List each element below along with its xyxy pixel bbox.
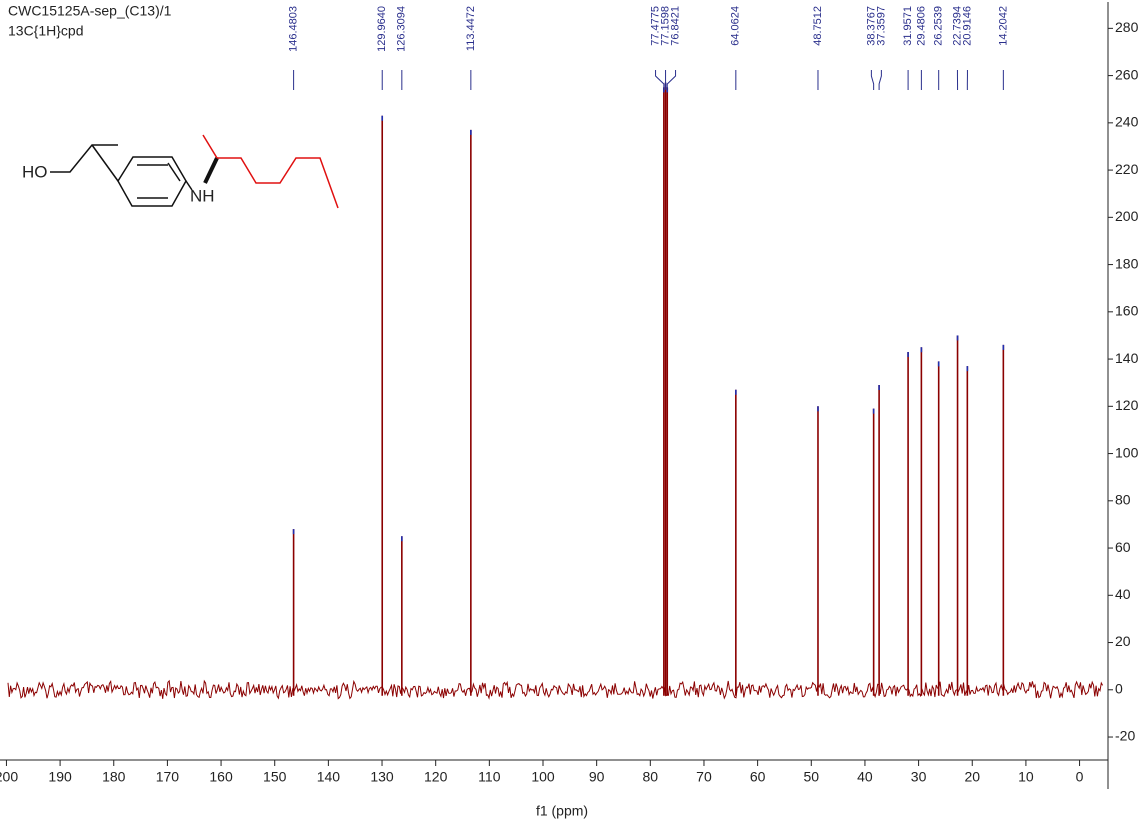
x-tick-label: 30 xyxy=(911,769,927,785)
x-tick-label: 200 xyxy=(0,769,18,785)
y-tick-label: 120 xyxy=(1115,397,1139,413)
peak-label: 37.3597 xyxy=(875,6,887,46)
structure: HO NH xyxy=(22,134,339,209)
x-tick-label: 50 xyxy=(803,769,819,785)
x-tick-label: 100 xyxy=(531,769,555,785)
y-tick-label: 0 xyxy=(1115,680,1123,696)
y-tick-label: 180 xyxy=(1115,255,1139,271)
structure-label: NH xyxy=(190,186,215,205)
x-tick-label: 110 xyxy=(478,769,501,785)
ring xyxy=(117,156,187,207)
x-tick-label: 40 xyxy=(857,769,873,785)
peak-label: 48.7512 xyxy=(812,6,824,46)
bond xyxy=(185,180,193,191)
x-tick-label: 90 xyxy=(589,769,605,785)
y-tick-label: 280 xyxy=(1115,19,1139,35)
chart-subtitle: 13C{1H}cpd xyxy=(8,23,84,39)
y-tick-label: 140 xyxy=(1115,350,1139,366)
y-tick-label: 160 xyxy=(1115,303,1139,319)
bond xyxy=(50,144,118,173)
y-tick-label: 60 xyxy=(1115,539,1131,555)
x-tick-label: 10 xyxy=(1018,769,1034,785)
y-tick-label: 40 xyxy=(1115,586,1131,602)
y-tick-label: -20 xyxy=(1115,728,1135,744)
bond xyxy=(203,157,219,184)
y-tick-label: 100 xyxy=(1115,444,1139,460)
peak-connector xyxy=(666,70,677,90)
peak-connector xyxy=(878,70,882,90)
peak-label: 126.3094 xyxy=(396,6,408,52)
chart-title: CWC15125A-sep_(C13)/1 xyxy=(8,3,172,19)
peak-label: 77.4775 xyxy=(649,6,661,46)
peak-label: 26.2539 xyxy=(933,6,945,46)
chain xyxy=(217,157,339,209)
peak-label: 14.2042 xyxy=(997,6,1009,46)
y-tick-label: 260 xyxy=(1115,66,1139,82)
peak-label: 146.4803 xyxy=(288,6,300,52)
x-tick-label: 150 xyxy=(263,769,287,785)
peak-label: 29.4806 xyxy=(915,6,927,46)
bond xyxy=(202,134,218,159)
x-tick-label: 170 xyxy=(156,769,180,785)
peak-label: 76.8421 xyxy=(669,6,681,46)
y-tick-label: 220 xyxy=(1115,161,1139,177)
x-tick-label: 190 xyxy=(48,769,72,785)
peak-connector xyxy=(655,70,665,90)
peak-label: 31.9571 xyxy=(902,6,914,46)
peak-label: 113.4472 xyxy=(465,6,477,51)
bond xyxy=(167,162,181,182)
x-tick-label: 160 xyxy=(209,769,233,785)
peak-label: 77.1598 xyxy=(659,6,671,46)
y-tick-label: 20 xyxy=(1115,633,1131,649)
y-tick-label: 240 xyxy=(1115,114,1139,130)
peak-label: 64.0624 xyxy=(730,6,742,46)
peak-label: 129.9640 xyxy=(376,6,388,52)
peak-label: 38.3767 xyxy=(865,6,877,46)
baseline-noise xyxy=(7,679,1104,700)
x-tick-label: 80 xyxy=(643,769,659,785)
x-tick-label: 140 xyxy=(317,769,341,785)
peak-label: 20.9146 xyxy=(961,6,973,46)
y-tick-label: 80 xyxy=(1115,492,1131,508)
x-tick-label: 20 xyxy=(964,769,980,785)
x-tick-label: 0 xyxy=(1076,769,1084,785)
bond xyxy=(91,144,119,182)
x-axis-label: f1 (ppm) xyxy=(536,803,588,819)
x-tick-label: 180 xyxy=(102,769,126,785)
y-tick-label: 200 xyxy=(1115,208,1139,224)
x-tick-label: 70 xyxy=(696,769,712,785)
x-tick-label: 60 xyxy=(750,769,766,785)
peak-label: 22.7394 xyxy=(951,6,963,46)
peak-connector xyxy=(870,70,875,90)
x-tick-label: 120 xyxy=(424,769,448,785)
structure-label: HO xyxy=(22,162,48,181)
x-tick-label: 130 xyxy=(370,769,394,785)
